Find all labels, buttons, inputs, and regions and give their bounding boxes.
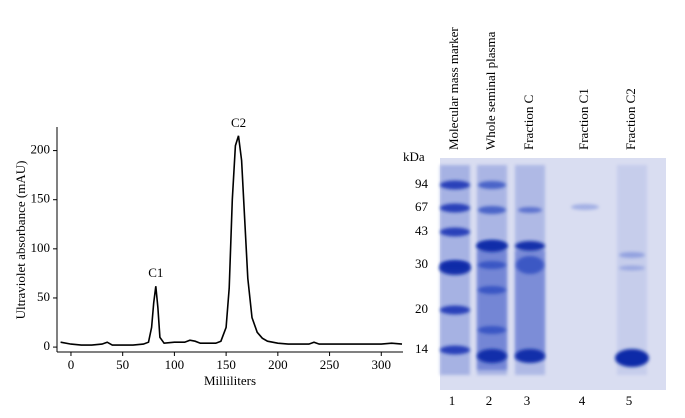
x-axis-label: Milliliters	[204, 373, 256, 388]
gel-band	[515, 349, 545, 363]
gel-band	[615, 349, 649, 367]
lane-name: Molecular mass marker	[446, 27, 461, 150]
marker-label: 30	[415, 256, 428, 271]
x-tick-label: 250	[320, 357, 340, 372]
trace	[60, 135, 403, 346]
gel-band	[440, 305, 470, 315]
gel-band	[619, 265, 645, 271]
lane-number: 1	[449, 393, 456, 408]
gel-unit: kDa	[403, 149, 425, 164]
x-tick-label: 200	[268, 357, 288, 372]
lane-name: Fraction C2	[623, 88, 638, 150]
gel-band	[478, 181, 506, 189]
gel-band	[515, 241, 545, 251]
gel-band	[476, 240, 508, 252]
lane-number: 2	[486, 393, 493, 408]
peak-label: C2	[231, 115, 246, 130]
y-tick-label: 150	[31, 191, 51, 206]
gel-band	[478, 261, 506, 269]
gel-band	[477, 349, 507, 363]
x-tick-label: 50	[116, 357, 129, 372]
lane-name: Fraction C1	[576, 88, 591, 150]
marker-label: 20	[415, 301, 428, 316]
gel-band	[439, 261, 471, 275]
x-tick-label: 150	[216, 357, 236, 372]
y-tick-label: 0	[44, 338, 51, 353]
gel-band	[619, 252, 645, 258]
y-axis-label: Ultraviolet absorbance (mAU)	[13, 161, 28, 320]
lane-number: 5	[626, 393, 633, 408]
lane-number: 4	[579, 393, 586, 408]
lane-number: 3	[524, 393, 531, 408]
gel-band	[478, 326, 506, 334]
marker-label: 43	[415, 223, 428, 238]
marker-label: 14	[415, 341, 429, 356]
gel-band	[516, 256, 544, 274]
peak-label: C1	[148, 265, 163, 280]
marker-label: 94	[415, 176, 429, 191]
gel-band	[571, 204, 599, 210]
lane-name: Fraction C	[521, 95, 536, 150]
y-tick-label: 50	[37, 289, 50, 304]
gel-band	[440, 227, 470, 237]
gel-band	[518, 207, 542, 213]
gel-band	[440, 203, 470, 213]
x-tick-label: 300	[372, 357, 392, 372]
gel-band	[478, 286, 506, 294]
gel-band	[440, 345, 470, 355]
marker-label: 67	[415, 199, 429, 214]
x-tick-label: 0	[68, 357, 75, 372]
y-tick-label: 100	[31, 240, 51, 255]
gel-band	[478, 206, 506, 214]
lane-name: Whole seminal plasma	[483, 31, 498, 150]
x-tick-label: 100	[165, 357, 185, 372]
y-tick-label: 200	[31, 142, 51, 157]
gel-band	[440, 180, 470, 190]
